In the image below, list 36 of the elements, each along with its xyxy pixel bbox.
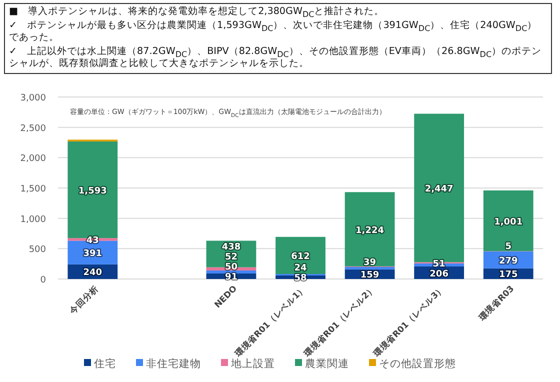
data-label: 240 (83, 268, 102, 278)
legend-label: 非住宅建物 (146, 357, 201, 370)
data-label: 52 (224, 252, 238, 263)
text: ✓ ポテンシャルが最も多い区分は農業関連（1,593GW$_{DC}$）、次いで非住宅建物（391GW$_{DC}$）、住宅（240GW$_{DC}$）であった。 (9, 20, 538, 43)
x-tick-label: 今回分析 (66, 283, 101, 318)
data-label: 24 (294, 264, 307, 274)
text: ■ 導入ポテンシャルは、将来的な発電効率を想定して2,380GW$_{DC}$と推計された。 (9, 6, 386, 19)
data-label: 58 (294, 274, 307, 284)
y-tick-label: 0 (40, 276, 46, 286)
bar (344, 192, 395, 266)
legend-label: 住宅 (94, 357, 116, 370)
y-tick-label: 2,000 (20, 154, 46, 164)
text: ✓ 上記以外では水上関連（87.2GW$_{DC}$）、BIPV（82.8GW$_{DC}$）、その他設置形態（EV車両）（26.8GW$_{DC}$）のポテンシャルが、既存類似調査と比較して大きなポテンシャルを示した。 (9, 46, 542, 69)
y-tick-label: 500 (28, 245, 46, 256)
data-label: 39 (364, 258, 376, 268)
bar (483, 190, 534, 252)
data-label: 159 (360, 270, 380, 281)
data-label: 175 (498, 270, 518, 280)
data-label: 1,224 (356, 226, 384, 236)
y-tick-label: 2,500 (20, 124, 46, 134)
legend-label: 農業関連 (305, 357, 349, 370)
data-label: 279 (498, 256, 518, 266)
data-label: 612 (291, 252, 310, 262)
y-tick-label: 1,500 (20, 184, 46, 194)
legend-label: 地上設置 (230, 357, 275, 370)
data-label: 391 (83, 249, 102, 260)
bar (344, 266, 395, 270)
data-label: 1,001 (494, 217, 523, 228)
data-label: 438 (222, 242, 241, 253)
data-label: 5 (505, 242, 512, 252)
y-tick-label: 1,000 (20, 214, 46, 225)
legend-label: その他設置形態 (379, 357, 456, 370)
data-label: 1,593 (78, 186, 107, 196)
y-tick-label: 3,000 (20, 94, 46, 104)
data-label: 2,447 (424, 184, 454, 194)
data-label: 206 (430, 269, 448, 280)
